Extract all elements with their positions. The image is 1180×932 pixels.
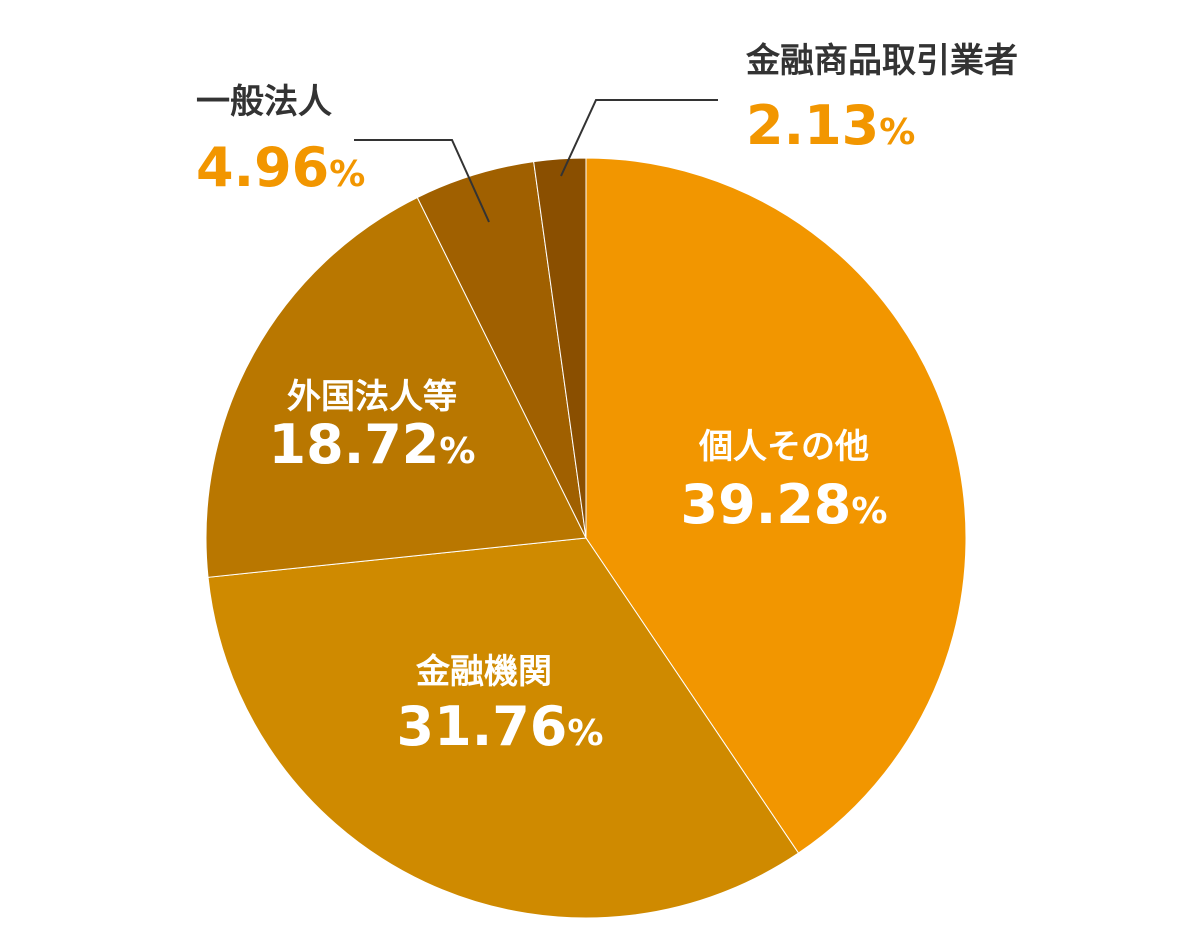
slice-5-value-number: 2.13 [746,94,879,157]
slice-2-value-label: 31.76% [397,695,604,758]
slice-4-label: 一般法人 [196,82,332,122]
slice-3-value-label: 18.72% [269,413,476,476]
slice-1-label: 個人その他 [698,427,869,467]
slice-1-value-unit: % [851,491,887,532]
slice-4-value-label: 4.96% [196,136,365,199]
slice-1-wedge [585,157,967,854]
slice-2-wedge [207,537,800,919]
slice-4-value-unit: % [329,154,365,195]
slice-3-label: 外国法人等 [287,377,457,417]
slice-4-leader-line [354,139,490,223]
slice-3-value-number: 18.72 [269,413,440,476]
slice-4-value-number: 4.96 [196,136,329,199]
slice-5-label: 金融商品取引業者 [745,41,1018,81]
slice-3-value-unit: % [439,431,475,472]
slice-5-leader-line [560,99,718,177]
slice-2-value-unit: % [567,713,603,754]
slice-2-label: 金融機関 [415,652,552,692]
slice-5-value-unit: % [879,112,915,153]
slice-3-wedge [205,196,587,578]
slice-1-value-number: 39.28 [681,473,852,536]
slice-1-value-label: 39.28% [681,473,888,536]
slice-5-wedge [533,157,587,539]
slice-5-value-label: 2.13% [746,94,915,157]
slice-2-value-number: 31.76 [397,695,568,758]
